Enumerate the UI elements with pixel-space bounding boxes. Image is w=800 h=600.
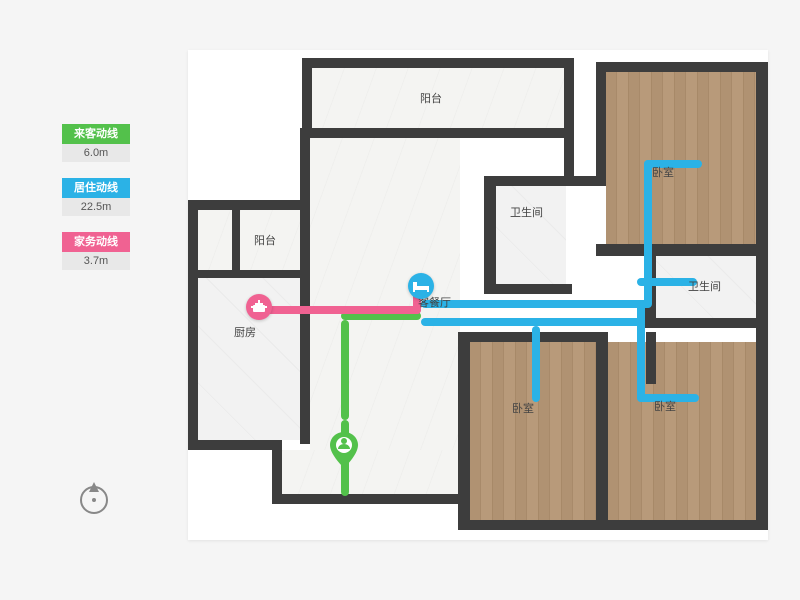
- floor-wood: [606, 72, 756, 244]
- wall: [300, 128, 574, 138]
- room-label: 阳台: [420, 90, 442, 106]
- legend-label: 来客动线: [62, 124, 130, 144]
- wall: [484, 284, 572, 294]
- legend-label: 居住动线: [62, 178, 130, 198]
- wall: [188, 440, 282, 450]
- legend-value: 6.0m: [62, 144, 130, 162]
- wall: [272, 494, 468, 504]
- wall: [188, 200, 308, 210]
- marker-bed-icon: [408, 273, 434, 299]
- path-blue: [532, 326, 540, 402]
- legend-label: 家务动线: [62, 232, 130, 252]
- wall: [300, 128, 310, 444]
- path-blue: [421, 318, 645, 326]
- compass-icon: [80, 486, 108, 514]
- path-blue: [421, 300, 651, 308]
- legend-value: 3.7m: [62, 252, 130, 270]
- wall: [458, 332, 470, 528]
- wall: [458, 520, 768, 530]
- path-green: [341, 320, 349, 420]
- path-blue: [637, 300, 645, 402]
- wall: [596, 62, 764, 72]
- room-label: 卫生间: [688, 278, 721, 294]
- floor-wood: [608, 342, 756, 520]
- wall: [232, 206, 240, 272]
- legend-item-guest: 来客动线 6.0m: [62, 124, 130, 162]
- wall: [646, 332, 656, 384]
- path-pink: [258, 306, 421, 314]
- marker-pot-icon: [246, 294, 272, 320]
- marker-pin-person: [330, 432, 358, 468]
- wall: [596, 332, 608, 528]
- wall: [564, 58, 574, 136]
- wall: [302, 58, 574, 68]
- wall: [198, 270, 304, 278]
- wall: [756, 62, 768, 530]
- wall: [644, 318, 768, 328]
- wall: [484, 176, 496, 292]
- room-label: 卫生间: [510, 204, 543, 220]
- wall: [188, 200, 198, 450]
- floor-tile: [496, 186, 566, 284]
- room-label: 卧室: [654, 398, 676, 414]
- room-label: 卧室: [512, 400, 534, 416]
- room-label: 阳台: [254, 232, 276, 248]
- legend-value: 22.5m: [62, 198, 130, 216]
- room-label: 厨房: [234, 324, 256, 340]
- wall: [302, 58, 312, 136]
- room-label: 卧室: [652, 164, 674, 180]
- floor-light: [198, 210, 232, 270]
- wall: [458, 332, 602, 342]
- wall: [484, 176, 572, 186]
- legend-item-housework: 家务动线 3.7m: [62, 232, 130, 270]
- floor-light: [282, 450, 460, 494]
- legend-item-living: 居住动线 22.5m: [62, 178, 130, 216]
- wall: [596, 244, 768, 256]
- wall: [272, 440, 282, 502]
- wall: [596, 62, 606, 186]
